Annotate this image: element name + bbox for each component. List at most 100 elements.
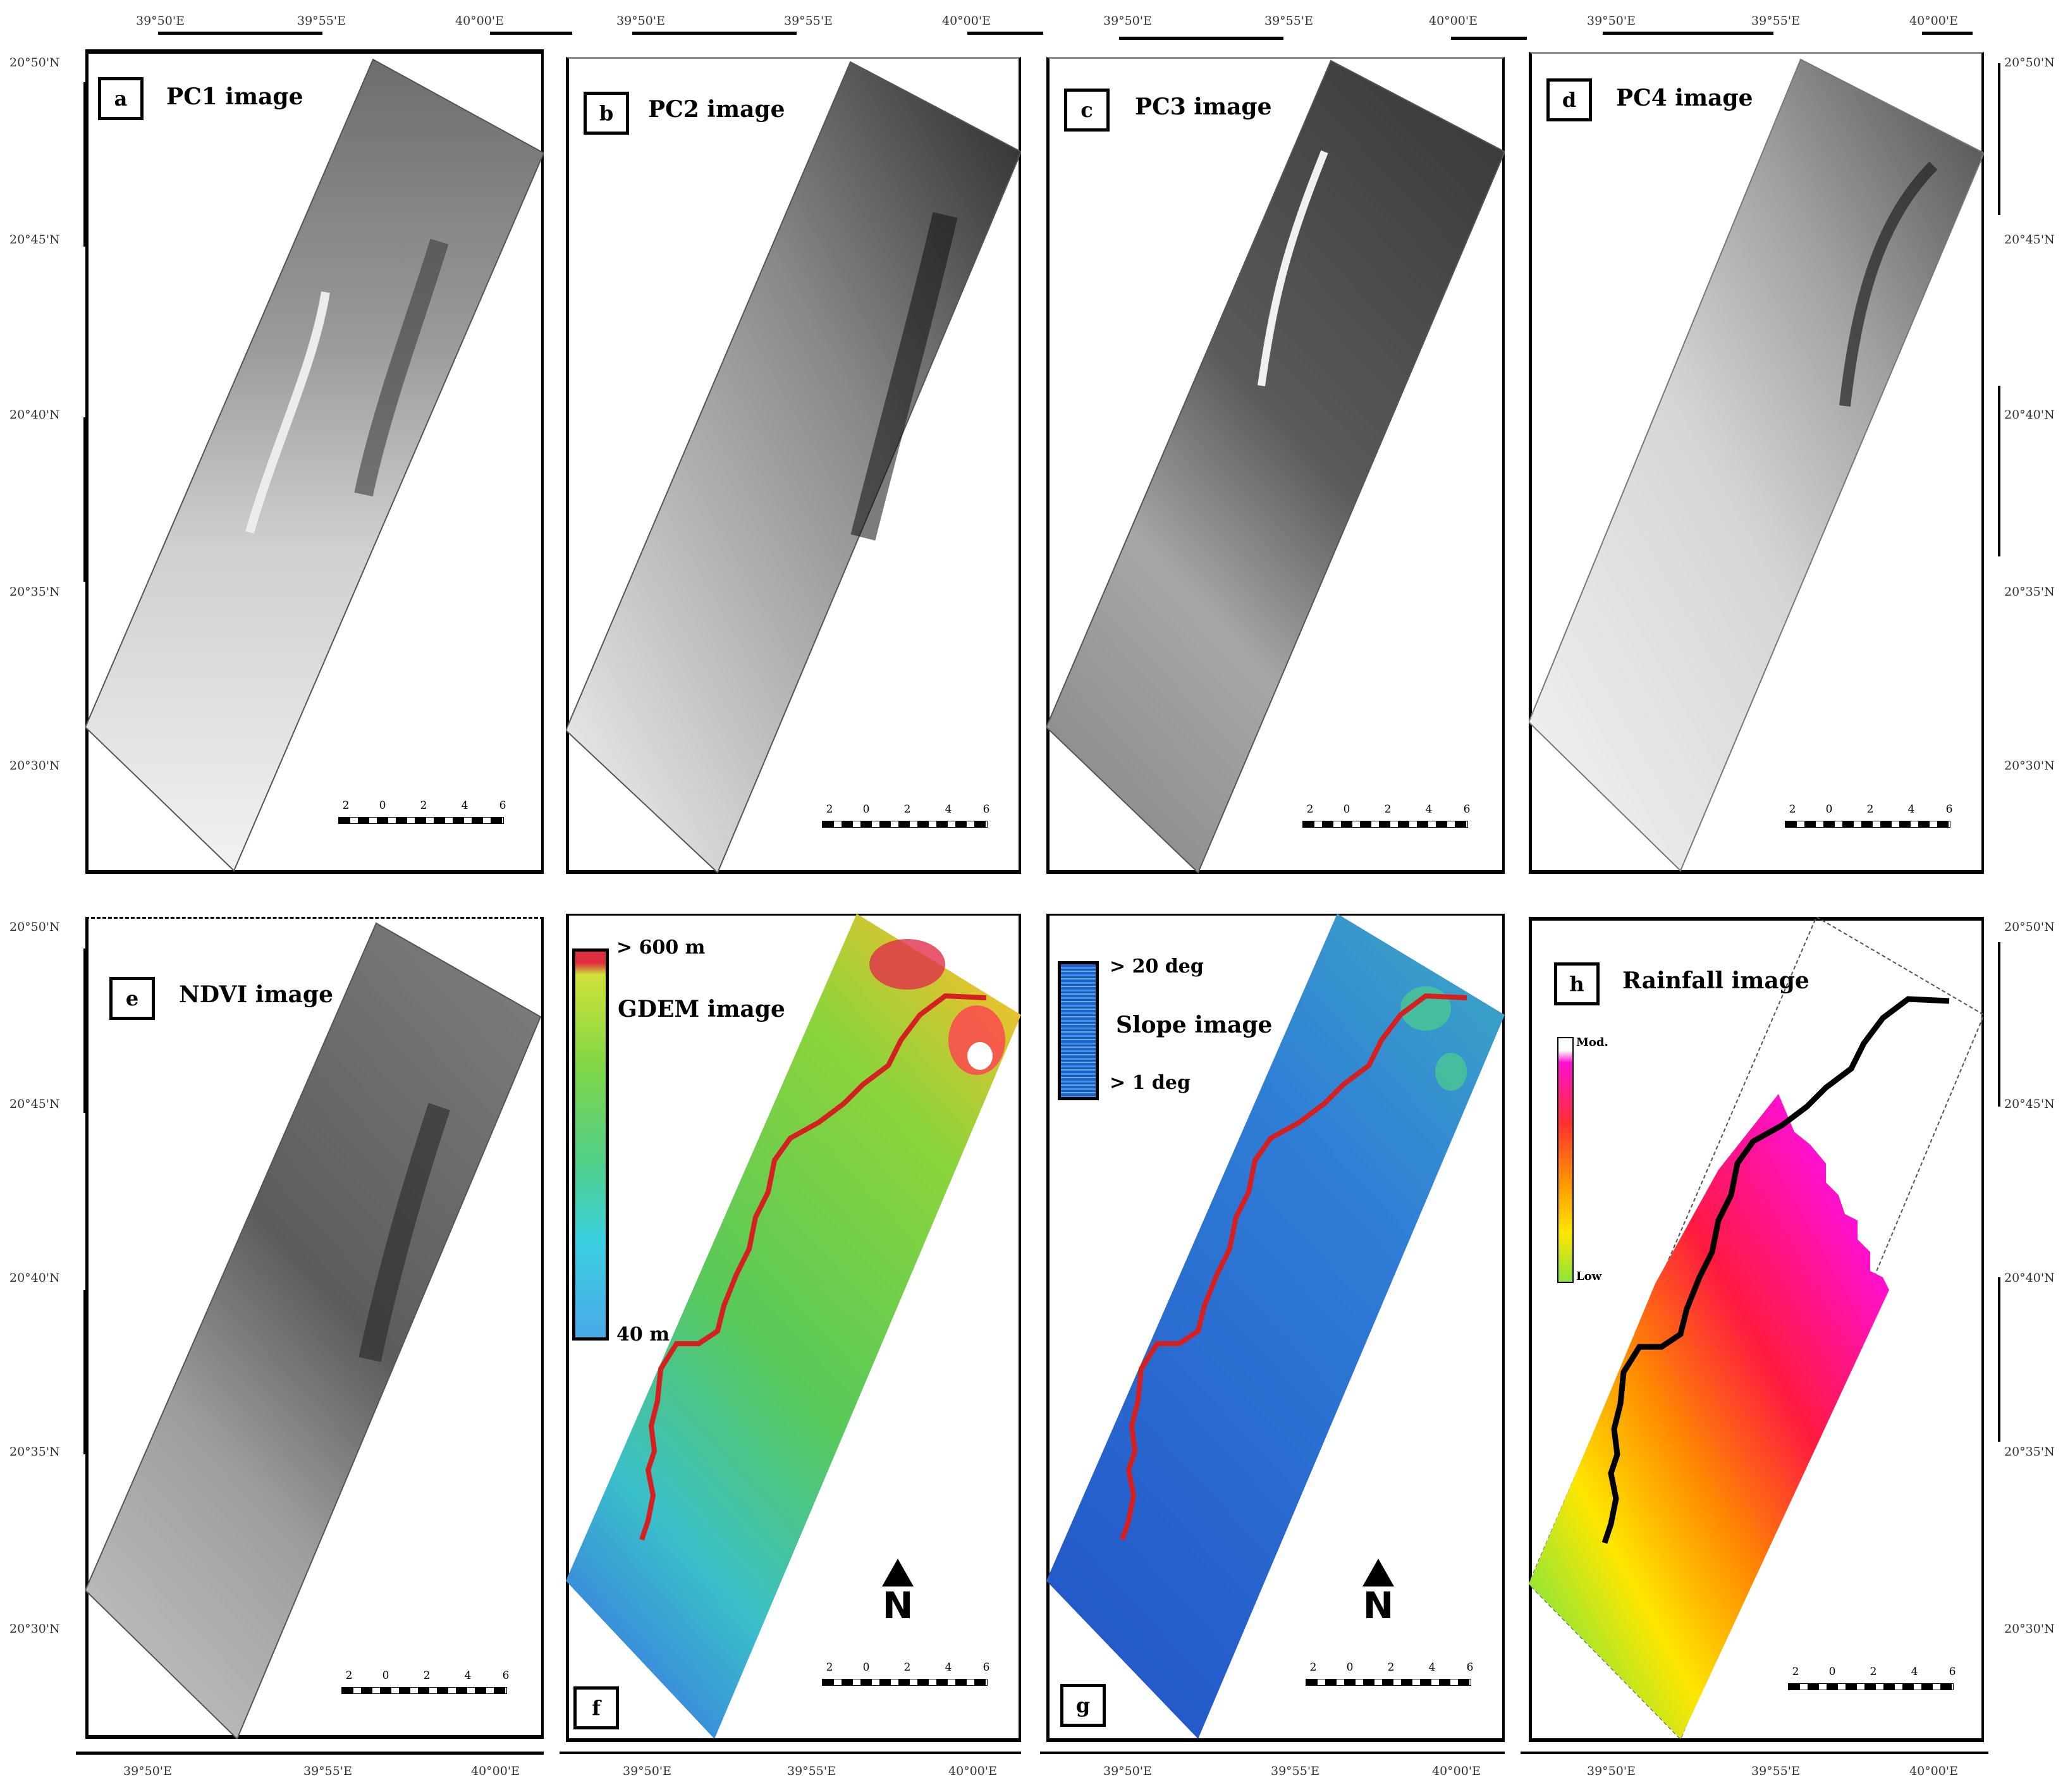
scale-label: 2 [903, 1661, 911, 1674]
panel-title: PC3 image [1135, 94, 1272, 120]
lon-label: 39°55'E [787, 1764, 836, 1778]
scale-bar-segments [341, 1687, 507, 1694]
scale-label: 0 [1825, 803, 1833, 816]
ndvi-raster [85, 922, 542, 1739]
scale-label: 4 [1907, 803, 1915, 816]
study-area-strip [85, 922, 542, 1739]
panel-letter: f [573, 1686, 619, 1729]
scale-label: 6 [1949, 1666, 1956, 1678]
panel-d-pc4: d PC4 image 2 0 2 4 6 [1529, 52, 1984, 874]
scale-label: 0 [1343, 803, 1350, 816]
study-area-strip [566, 914, 1021, 1739]
scale-bar-segments [1302, 821, 1468, 828]
north-label: N [882, 1584, 914, 1627]
lon-label: 39°50'E [1587, 1764, 1636, 1778]
panel-b-pc2: b PC2 image 2 0 2 4 6 [566, 57, 1021, 874]
lat-label: 20°50'N [2004, 56, 2055, 70]
scale-label: 4 [1911, 1666, 1918, 1678]
scale-label: 6 [983, 1661, 990, 1674]
lat-label: 20°45'N [9, 233, 60, 247]
map-frame [1529, 52, 1984, 874]
slope-legend-bar [1058, 961, 1099, 1100]
scale-label: 2 [903, 803, 911, 816]
scale-label: 0 [862, 803, 870, 816]
lon-label: 39°55'E [1271, 1764, 1319, 1778]
scale-bar: 2 0 2 4 6 [822, 803, 999, 833]
study-area-strip [1046, 914, 1505, 1739]
lon-label: 40°00'E [1909, 14, 1958, 28]
top-axis-line [1922, 32, 1973, 35]
map-frame [85, 917, 544, 1739]
right-axis-line [1998, 63, 2000, 215]
scale-label: 2 [423, 1669, 431, 1682]
panel-title: PC2 image [648, 96, 785, 123]
scale-label: 2 [1870, 1666, 1877, 1678]
scale-label: 2 [826, 803, 833, 816]
bottom-axis-line [1521, 1752, 1988, 1754]
scale-label: 0 [382, 1669, 389, 1682]
top-axis-line [1119, 37, 1283, 40]
scale-bar-segments [1788, 1683, 1954, 1690]
north-label: N [1362, 1584, 1394, 1627]
scale-label: 2 [1789, 803, 1796, 816]
panel-letter: a [98, 77, 144, 120]
panel-letter: e [109, 977, 155, 1020]
slope-legend-low: > 1 deg [1110, 1072, 1191, 1094]
pc2-raster [566, 61, 1021, 874]
left-axis-line [83, 82, 86, 247]
scale-label: 6 [1466, 1661, 1474, 1674]
panel-letter: c [1064, 89, 1110, 132]
lon-label: 39°55'E [784, 14, 833, 28]
scale-label: 6 [1945, 803, 1953, 816]
panel-letter: d [1546, 78, 1592, 121]
study-area-strip [1046, 59, 1505, 874]
scale-label: 6 [983, 803, 990, 816]
scale-label: 0 [379, 799, 386, 812]
map-frame [1046, 914, 1505, 1742]
top-axis-line [1603, 32, 1773, 35]
scale-label: 4 [461, 799, 468, 812]
map-frame [1529, 917, 1984, 1742]
lat-label: 20°35'N [9, 585, 60, 599]
scale-bar: 2 0 2 4 6 [1788, 1666, 1965, 1696]
pc3-raster [1046, 59, 1505, 874]
scale-bar: 2 0 2 4 6 [341, 1669, 518, 1700]
gdem-raster [566, 914, 1021, 1739]
scale-bar: 2 0 2 4 6 [1306, 1661, 1483, 1691]
lat-label: 20°30'N [2004, 759, 2055, 773]
bottom-axis-line [1040, 1752, 1505, 1754]
scale-bar: 2 0 2 4 6 [1785, 803, 1962, 833]
lat-label: 20°30'N [9, 1622, 60, 1636]
lon-label: 39°50'E [136, 14, 185, 28]
lon-label: 39°50'E [1103, 14, 1152, 28]
rainfall-legend-high: Mod. [1576, 1036, 1608, 1049]
lon-label: 39°50'E [1103, 1764, 1152, 1778]
panel-f-gdem: > 600 m 40 m GDEM image N f 2 0 2 4 6 [566, 914, 1021, 1742]
lon-label: 39°55'E [1264, 14, 1313, 28]
scale-bar-segments [1785, 821, 1950, 828]
scale-label: 2 [420, 799, 427, 812]
scale-label: 4 [1428, 1661, 1436, 1674]
stream-route-line [1601, 996, 1950, 1544]
pc1-raster [85, 58, 544, 872]
study-area-strip [566, 61, 1021, 874]
lat-label: 20°50'N [9, 920, 60, 934]
scale-label: 2 [1866, 803, 1874, 816]
scale-label: 2 [1306, 803, 1314, 816]
top-axis-line [967, 32, 1043, 35]
lat-label: 20°45'N [2004, 1097, 2055, 1111]
stream-route-line [639, 993, 987, 1541]
rainfall-legend-bar [1557, 1037, 1574, 1283]
lon-label: 39°50'E [1587, 14, 1636, 28]
scale-label: 2 [1309, 1661, 1317, 1674]
gdem-legend-low: 40 m [616, 1323, 670, 1346]
lat-label: 20°40'N [2004, 408, 2055, 422]
frame-top-bar [85, 49, 544, 54]
rainfall-raster [1529, 917, 1984, 1740]
scale-label: 4 [464, 1669, 472, 1682]
lon-label: 39°55'E [1751, 1764, 1800, 1778]
lat-label: 20°40'N [9, 408, 60, 422]
scale-label: 2 [345, 1669, 353, 1682]
top-axis-line [158, 32, 322, 35]
bottom-axis-line [560, 1752, 1021, 1754]
